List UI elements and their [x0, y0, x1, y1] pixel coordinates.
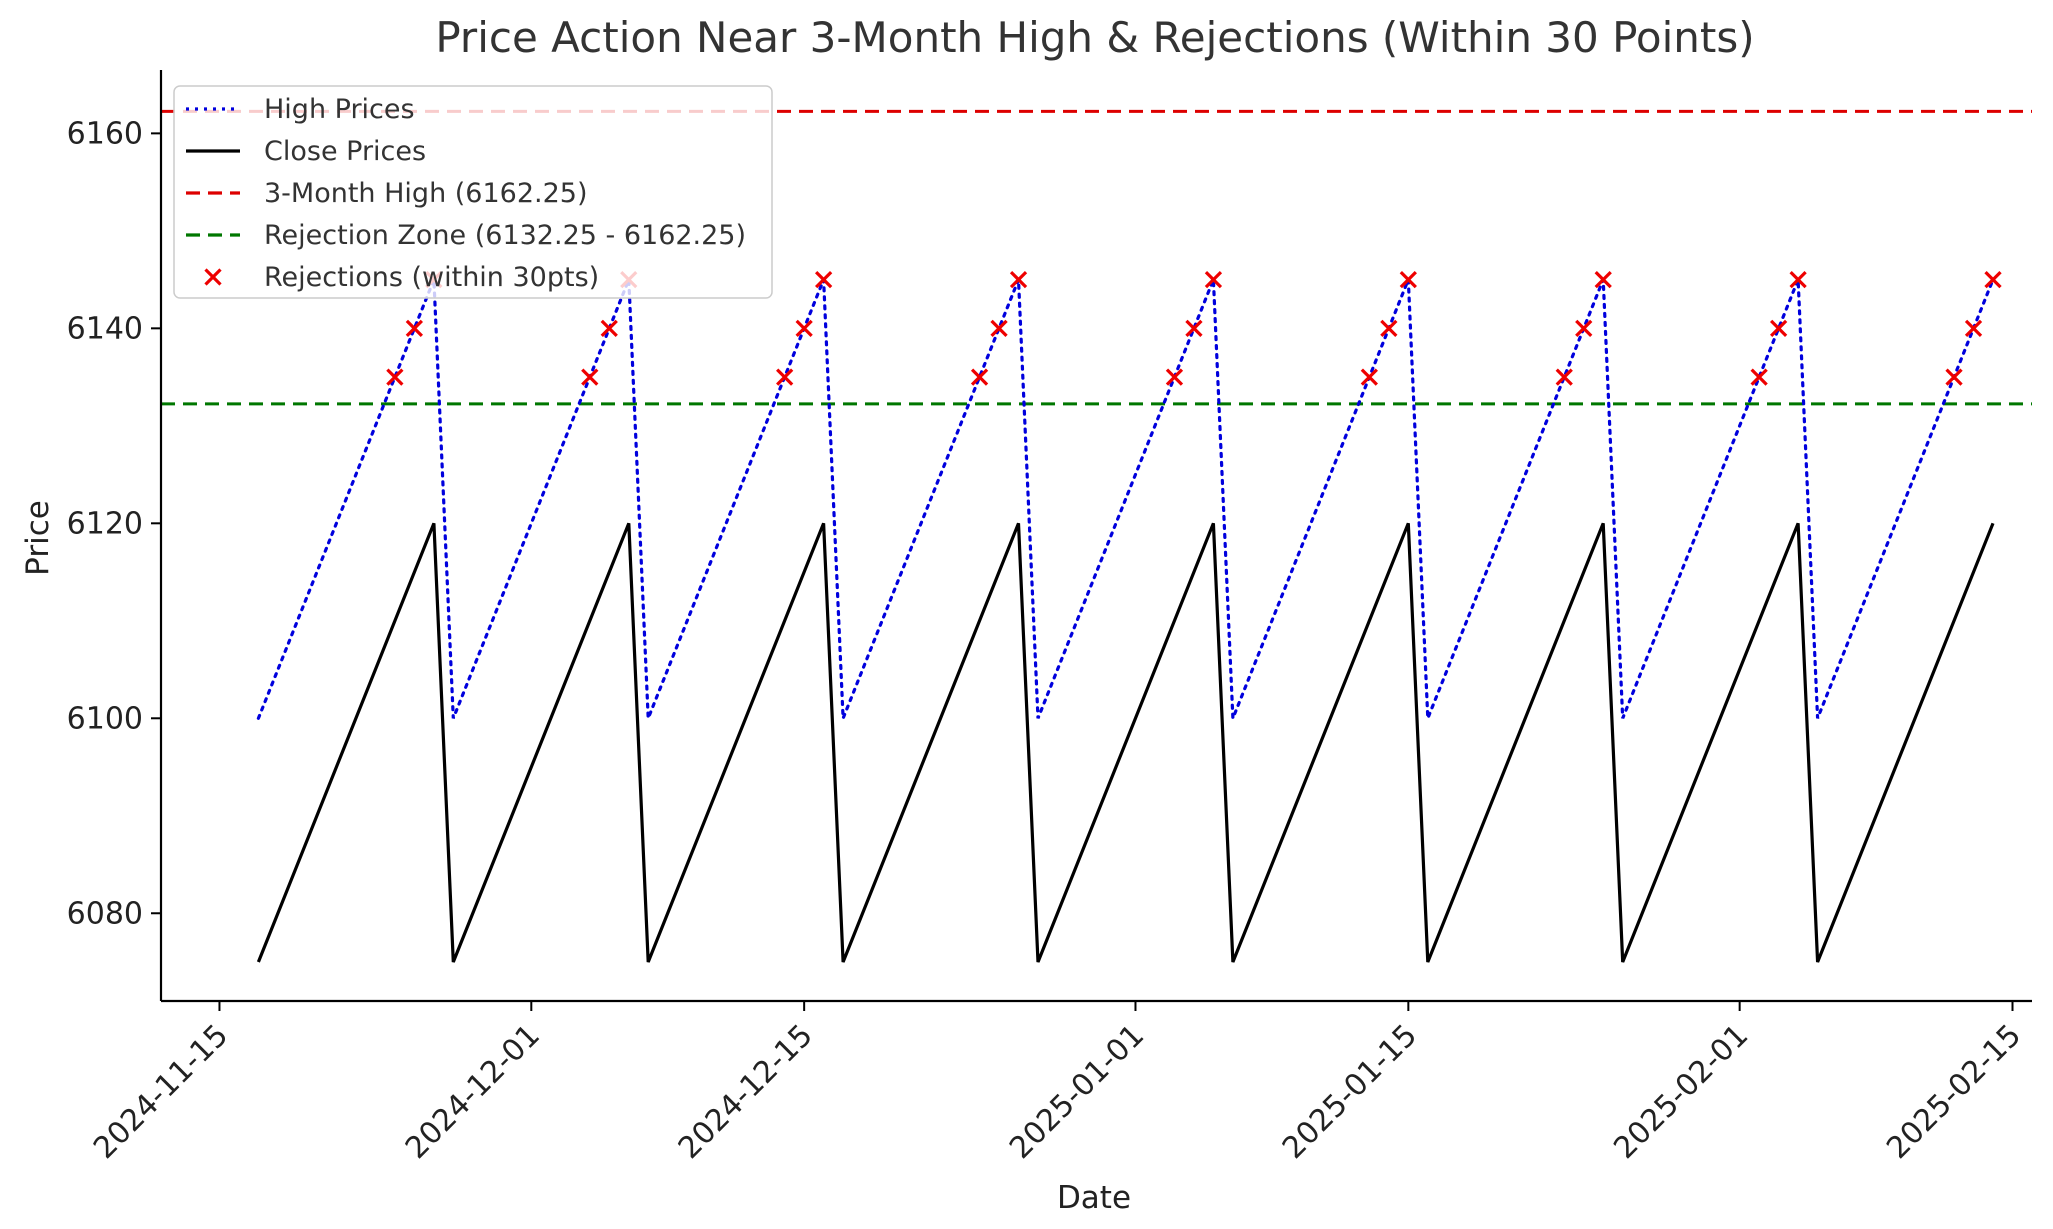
rejection-marker — [1380, 319, 1398, 337]
series-high-prices — [256, 278, 1995, 720]
legend-label: 3-Month High (6162.25) — [264, 178, 588, 209]
rejection-marker — [1555, 368, 1573, 386]
x-tick-label: 2025-02-15 — [1880, 1018, 2028, 1166]
rejection-marker — [1770, 319, 1788, 337]
legend-label: Rejection Zone (6132.25 - 6162.25) — [264, 220, 746, 251]
y-tick-label: 6160 — [67, 116, 143, 151]
rejection-marker — [795, 319, 813, 337]
x-tick-label: 2024-12-15 — [672, 1018, 820, 1166]
x-axis-label: Date — [1057, 1180, 1131, 1216]
rejection-marker — [1789, 270, 1807, 289]
axes — [159, 70, 2032, 1003]
legend-box — [173, 85, 773, 299]
rejection-marker — [1360, 368, 1378, 386]
legend-label: High Prices — [264, 94, 415, 125]
x-tick-label: 2024-11-15 — [87, 1018, 235, 1166]
rejection-marker — [1750, 368, 1768, 386]
legend-item-rejections-within-30pts: Rejections (within 30pts) — [204, 262, 599, 293]
legend-item-high-prices: High Prices — [186, 94, 415, 125]
rejection-marker — [1204, 270, 1223, 289]
x-tick-label: 2025-01-15 — [1276, 1018, 1424, 1166]
rejection-marker — [815, 270, 833, 289]
rejection-marker — [1594, 270, 1612, 289]
y-tick-label: 6120 — [67, 506, 143, 541]
rejection-marker — [1185, 319, 1203, 337]
rejection-marker — [405, 319, 423, 337]
legend-label: Rejections (within 30pts) — [264, 262, 599, 293]
rejection-marker — [1964, 319, 1983, 337]
x-tick-label: 2025-02-01 — [1607, 1018, 1755, 1166]
rejection-marker — [600, 319, 618, 337]
rejection-marker — [1984, 270, 2002, 289]
rejection-marker — [1165, 368, 1184, 386]
legend-item-close-prices: Close Prices — [186, 136, 426, 167]
x-tick-label: 2024-12-01 — [399, 1018, 547, 1166]
rejection-marker — [581, 368, 599, 386]
rejection-marker — [386, 368, 404, 386]
legend-item-rejection-zone-6132-25-6162-25: Rejection Zone (6132.25 - 6162.25) — [186, 220, 746, 251]
rejection-marker — [1009, 270, 1028, 289]
y-axis-label: Price — [20, 500, 56, 576]
rejection-marker — [1945, 368, 1963, 386]
series-close-prices — [256, 522, 1995, 963]
y-tick-label: 6080 — [67, 896, 143, 931]
rejection-marker — [1399, 270, 1417, 289]
legend-label: Close Prices — [264, 136, 426, 167]
legend: High Prices Close Prices 3-Month High (616… — [173, 85, 773, 299]
rejection-marker — [1575, 319, 1593, 337]
y-tick-label: 6100 — [67, 701, 143, 736]
chart-title: Price Action Near 3-Month High & Rejecti… — [435, 13, 1754, 62]
x-tick-label: 2025-01-01 — [1003, 1018, 1151, 1166]
rejection-marker — [776, 368, 794, 386]
legend-item-3-month-high-6162-25: 3-Month High (6162.25) — [186, 178, 588, 209]
rejection-marker — [970, 368, 989, 386]
rejection-marker — [990, 319, 1008, 337]
y-tick-label: 6140 — [67, 311, 143, 346]
plot-area — [161, 109, 2032, 963]
